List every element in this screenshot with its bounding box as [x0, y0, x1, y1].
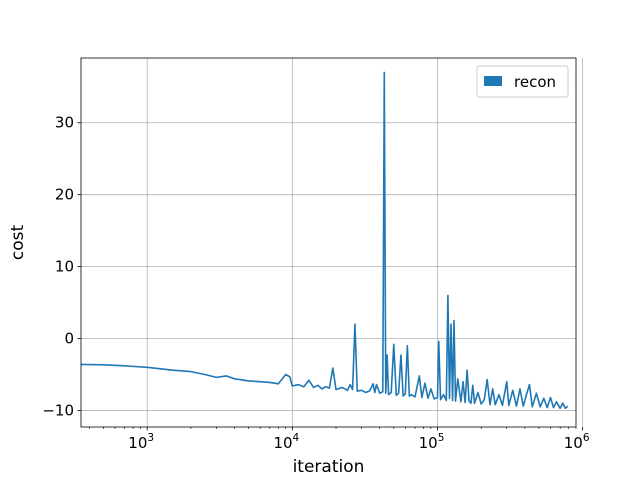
x-tick-label: 105 — [419, 432, 445, 452]
legend-entry-recon: recon — [514, 73, 556, 91]
x-tick-exponent: 4 — [293, 432, 300, 444]
y-tick-label: 30 — [55, 114, 74, 132]
x-tick-base: 10 — [128, 434, 147, 452]
y-tick-label: −10 — [42, 401, 74, 419]
x-tick-base: 10 — [419, 434, 438, 452]
x-tick-exponent: 3 — [147, 432, 154, 444]
y-tick-label: 20 — [55, 186, 74, 204]
plot-frame — [80, 57, 577, 428]
y-tick-label: 10 — [55, 258, 74, 276]
x-tick-exponent: 6 — [583, 432, 590, 444]
x-tick-label: 103 — [128, 432, 154, 452]
y-axis-label: cost — [8, 225, 28, 261]
x-tick-base: 10 — [273, 434, 292, 452]
x-tick-base: 10 — [564, 434, 583, 452]
x-axis-label: iteration — [293, 457, 365, 477]
x-tick-exponent: 5 — [438, 432, 445, 444]
series-line-recon — [80, 71, 569, 410]
legend: recon — [476, 65, 569, 98]
x-tick-label: 104 — [273, 432, 299, 452]
grid — [81, 58, 584, 427]
x-tick-label: 106 — [564, 432, 590, 452]
y-tick-label: 0 — [64, 330, 74, 348]
plot-area — [80, 71, 569, 410]
legend-swatch — [484, 76, 502, 86]
legend-box — [476, 65, 569, 98]
